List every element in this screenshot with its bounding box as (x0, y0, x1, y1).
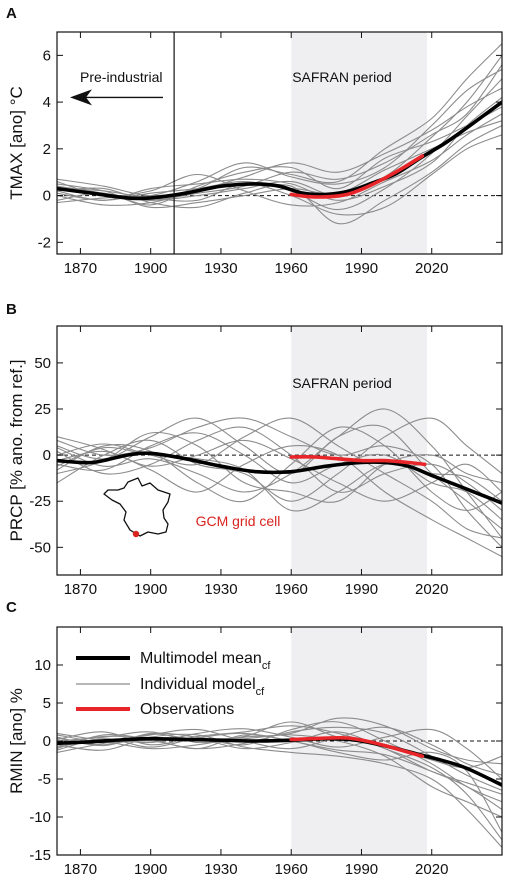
y-tick-label: 5 (43, 695, 51, 712)
x-tick-label: 1930 (204, 861, 237, 878)
y-tick-label: 10 (34, 657, 51, 674)
legend-text-mean: Multimodel mean (140, 650, 262, 667)
y-tick-label: -2 (38, 234, 51, 251)
grid-cell-dot (132, 530, 140, 538)
x-tick-label: 1870 (64, 260, 97, 277)
france-outline (103, 477, 171, 537)
x-tick-label: 1870 (64, 581, 97, 598)
france-outline-icon (103, 477, 171, 538)
panel-letter: B (6, 301, 17, 318)
x-tick-label: 1930 (204, 581, 237, 598)
plot-frame (56, 31, 503, 255)
individual-model-line-4 (57, 68, 502, 204)
x-tick-label: 1960 (275, 581, 308, 598)
x-tick-label: 1960 (275, 260, 308, 277)
individual-model-line-5 (57, 717, 502, 765)
preindustrial-label: Pre-industrial (80, 69, 162, 85)
y-tick-label: -25 (29, 493, 51, 510)
x-tick-label: 1870 (64, 861, 97, 878)
panel-c-rmin: 1870 1900 1930 1960 1990 2020 -15 -10 -5 0 5 10 RMIN… (6, 599, 503, 878)
x-tick-label: 1990 (345, 260, 378, 277)
individual-model-line-11 (57, 721, 502, 769)
individual-model-line-3 (57, 426, 502, 511)
individual-model-line-2 (57, 426, 502, 511)
y-tick-label: 0 (43, 447, 51, 464)
plot-area (57, 717, 502, 848)
x-tick-label: 1900 (134, 260, 167, 277)
y-tick-label: -5 (38, 771, 51, 788)
panel-letter: C (6, 599, 17, 616)
legend-subscript: cf (256, 686, 266, 698)
individual-model-line-11 (57, 96, 502, 201)
individual-model-line-9 (57, 43, 502, 197)
individual-model-line-12 (57, 64, 502, 201)
multimodel-mean-line (57, 451, 502, 505)
individual-model-line-3 (57, 106, 502, 206)
y-axis-label: PRCP [% ano. from ref.] (7, 359, 26, 541)
individual-model-line-8 (57, 728, 502, 780)
y-tick-label: 4 (43, 94, 51, 111)
y-tick-label: 6 (43, 47, 51, 64)
safran-period-label: SAFRAN period (292, 375, 392, 391)
panel-letter: A (6, 5, 17, 22)
y-tick-label: 0 (43, 733, 51, 750)
x-tick-label: 2020 (415, 581, 448, 598)
x-tick-label: 2020 (415, 861, 448, 878)
individual-model-line-2 (57, 734, 502, 833)
x-tick-label: 1930 (204, 260, 237, 277)
x-tick-label: 1900 (134, 581, 167, 598)
legend-text-individual: Individual model (140, 676, 256, 693)
y-tick-label: -10 (29, 809, 51, 826)
individual-model-line-7 (57, 731, 502, 818)
individual-model-line-5 (57, 436, 502, 558)
panel-a-tmax: 1870 1900 1930 1960 1990 2020 -2 0 2 4 6 TMAX [ano]… (6, 5, 503, 277)
x-tick-label: 1990 (345, 581, 378, 598)
individual-model-line-11 (57, 417, 502, 548)
x-tick-label: 2020 (415, 260, 448, 277)
x-tick-label: 1900 (134, 861, 167, 878)
y-tick-label: 2 (43, 141, 51, 158)
y-tick-label: 50 (34, 355, 51, 372)
individual-model-line-4 (57, 417, 502, 502)
legend-label-individual: Individual modelcf (140, 676, 265, 698)
legend-text-obs: Observations (140, 701, 234, 718)
safran-period-shading (291, 326, 428, 575)
individual-model-line-9 (57, 408, 502, 539)
legend-label-obs: Observations (140, 701, 234, 718)
plot-frame (56, 325, 503, 576)
legend-label-mean: Multimodel meancf (140, 650, 271, 672)
individual-model-line-6 (57, 733, 502, 848)
observations-line (289, 735, 425, 758)
y-axis-label: RMIN [ano] % (7, 688, 26, 794)
arrow-left-icon (70, 89, 92, 106)
y-tick-label: 25 (34, 401, 51, 418)
safran-period-label: SAFRAN period (292, 69, 392, 85)
y-tick-label: -15 (29, 847, 51, 864)
plot-area (57, 408, 502, 558)
plot-area (57, 43, 502, 225)
observations-line (289, 154, 425, 199)
panel-b-prcp: 1870 1900 1930 1960 1990 2020 -50 -25 0 25 50 PRCP … (6, 301, 503, 598)
x-tick-label: 1990 (345, 861, 378, 878)
individual-model-line-1 (57, 721, 502, 803)
y-axis-label: TMAX [ano] °C (7, 86, 26, 200)
legend-subscript: cf (262, 660, 272, 672)
y-tick-label: 0 (43, 188, 51, 205)
gcm-grid-cell-label: GCM grid cell (196, 513, 281, 529)
multimodel-mean-line (57, 100, 502, 201)
observations-line (289, 455, 427, 467)
x-tick-label: 1960 (275, 861, 308, 878)
y-tick-label: -50 (29, 539, 51, 556)
